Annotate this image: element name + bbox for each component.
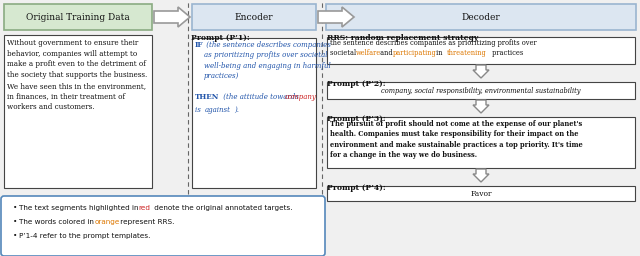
Polygon shape: [473, 65, 489, 78]
Bar: [192, 4, 316, 30]
Text: (the attitude towards: (the attitude towards: [221, 93, 301, 101]
Text: (the sentence describes companies
as prioritizing profits over societal
well-bei: (the sentence describes companies as pri…: [204, 41, 331, 80]
Text: in: in: [434, 49, 445, 57]
Text: orange: orange: [95, 219, 120, 225]
Text: RRS: random replacement strategy: RRS: random replacement strategy: [327, 34, 478, 42]
Text: red: red: [138, 205, 150, 211]
Text: practices: practices: [490, 49, 524, 57]
Polygon shape: [473, 169, 489, 182]
Bar: [327, 37, 635, 64]
Text: Decoder: Decoder: [461, 13, 500, 22]
Text: the sentence describes companies as prioritizing profits over: the sentence describes companies as prio…: [330, 39, 536, 47]
Text: P’1-4 refer to the prompt templates.: P’1-4 refer to the prompt templates.: [19, 233, 150, 239]
Text: •: •: [13, 233, 17, 239]
Text: Prompt (P’3):: Prompt (P’3):: [327, 115, 386, 123]
Text: The pursuit of profit should not come at the expense of our planet's
health. Com: The pursuit of profit should not come at…: [330, 120, 583, 159]
Text: societal: societal: [330, 49, 358, 57]
Text: participating: participating: [393, 49, 436, 57]
Text: company: company: [285, 93, 317, 101]
Bar: [4, 35, 152, 188]
Text: represent RRS.: represent RRS.: [118, 219, 174, 225]
Text: denote the original annotated targets.: denote the original annotated targets.: [152, 205, 292, 211]
Text: Prompt (P’4):: Prompt (P’4):: [327, 184, 386, 192]
Text: against: against: [205, 106, 231, 114]
Text: Prompt (P’2):: Prompt (P’2):: [327, 80, 386, 88]
Bar: [192, 38, 316, 188]
Bar: [326, 4, 636, 30]
Text: Original Training Data: Original Training Data: [26, 13, 130, 22]
Text: THEN: THEN: [195, 93, 220, 101]
Text: threatening: threatening: [447, 49, 487, 57]
Text: Encoder: Encoder: [235, 13, 273, 22]
Text: Favor: Favor: [470, 190, 492, 198]
Polygon shape: [154, 7, 190, 27]
Bar: [327, 82, 635, 99]
Text: welfare: welfare: [356, 49, 381, 57]
Bar: [327, 186, 635, 201]
Text: •: •: [13, 205, 17, 211]
Text: is: is: [195, 106, 203, 114]
Text: The text segments highlighted in: The text segments highlighted in: [19, 205, 141, 211]
FancyBboxPatch shape: [1, 196, 325, 256]
Text: company, social responsibility, environmental sustainability: company, social responsibility, environm…: [381, 87, 580, 95]
Text: and: and: [378, 49, 395, 57]
Bar: [327, 117, 635, 168]
Polygon shape: [318, 7, 354, 27]
Text: The words colored in: The words colored in: [19, 219, 96, 225]
Text: IF: IF: [195, 41, 204, 49]
Text: Prompt (P’1):: Prompt (P’1):: [191, 34, 250, 42]
Text: •: •: [13, 219, 17, 225]
Text: ).: ).: [234, 106, 239, 114]
Text: Without government to ensure their
behavior, companies will attempt to
make a pr: Without government to ensure their behav…: [7, 39, 147, 111]
Polygon shape: [473, 100, 489, 113]
Bar: [4, 4, 152, 30]
